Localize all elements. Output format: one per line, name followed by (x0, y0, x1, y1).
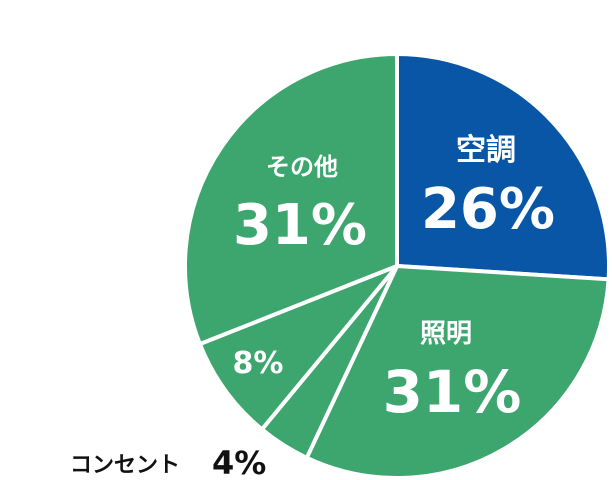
slice-value: 31% (383, 358, 522, 426)
label-outlet: コンセント 4% (70, 444, 266, 480)
pie-slice-3 (197, 264, 399, 432)
slice-value-8: 8% (233, 346, 284, 381)
slice-value: 26% (421, 177, 555, 242)
label-aircon: 空調 26% (421, 133, 555, 242)
label-lighting: 照明 31% (383, 319, 522, 426)
slice-value: 31% (233, 193, 367, 258)
pie-slice-0 (395, 52, 611, 282)
slice-label: 空調 (456, 133, 516, 168)
label-other: その他 31% (233, 153, 367, 258)
slice-label: 照明 (420, 319, 472, 349)
slice-label: コンセント (70, 453, 180, 478)
slice-value: 4% (212, 444, 266, 480)
slice-label: その他 (266, 153, 338, 181)
pie-slice-4 (183, 52, 399, 347)
pie-slice-1 (304, 264, 611, 480)
